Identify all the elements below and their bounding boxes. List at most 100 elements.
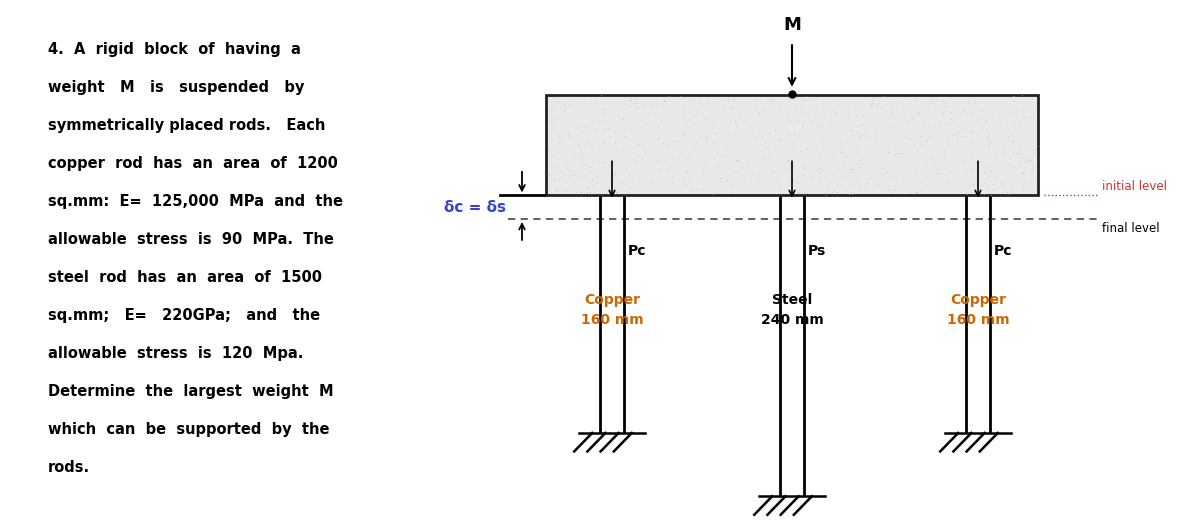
Point [780, 93, 799, 102]
Point [938, 177, 958, 185]
Point [917, 174, 936, 182]
Point [842, 165, 862, 174]
Point [727, 155, 746, 164]
Point [793, 96, 812, 105]
Point [961, 109, 980, 118]
Point [613, 145, 632, 153]
Point [796, 92, 815, 100]
Point [680, 154, 700, 163]
Point [732, 128, 751, 136]
Point [955, 107, 974, 116]
Point [628, 103, 647, 111]
Point [784, 146, 803, 154]
Point [656, 99, 676, 107]
Point [577, 189, 596, 197]
Point [554, 105, 574, 114]
Point [692, 101, 712, 109]
Point [943, 118, 962, 126]
Point [574, 173, 593, 181]
Point [856, 186, 875, 194]
Point [696, 132, 715, 140]
Point [995, 182, 1014, 191]
Point [608, 113, 628, 121]
Point [973, 121, 992, 130]
Point [935, 103, 954, 111]
Point [983, 185, 1002, 193]
Point [628, 141, 647, 149]
Point [584, 167, 604, 175]
Point [994, 144, 1013, 152]
Point [550, 139, 569, 147]
Point [788, 188, 808, 197]
Point [779, 164, 798, 172]
Point [761, 97, 780, 105]
Point [748, 183, 767, 191]
Point [673, 128, 692, 137]
Point [785, 103, 804, 112]
Point [880, 114, 899, 122]
Point [624, 128, 643, 136]
Point [838, 137, 857, 145]
Point [1006, 148, 1025, 157]
Point [1015, 156, 1034, 165]
Point [559, 126, 578, 135]
Point [626, 156, 646, 165]
Point [852, 153, 871, 161]
Point [968, 184, 988, 192]
Point [716, 143, 736, 151]
Point [605, 184, 624, 193]
Point [955, 170, 974, 178]
Point [844, 165, 863, 174]
Point [764, 168, 784, 176]
Point [882, 99, 901, 108]
Point [589, 143, 608, 152]
Point [809, 123, 828, 131]
Point [974, 168, 994, 176]
Point [541, 117, 560, 126]
Point [581, 98, 600, 107]
Point [810, 151, 829, 159]
Point [628, 95, 647, 103]
Point [752, 132, 772, 140]
Point [613, 179, 632, 187]
Text: Determine  the  largest  weight  M: Determine the largest weight M [48, 384, 334, 399]
Point [948, 136, 967, 144]
Point [738, 162, 757, 170]
Text: Ps: Ps [808, 244, 826, 258]
Point [593, 137, 612, 145]
Point [793, 171, 812, 179]
Point [845, 131, 864, 139]
Point [941, 115, 960, 124]
Point [788, 178, 808, 187]
Point [718, 176, 737, 184]
Point [841, 188, 860, 196]
Text: sq.mm;   E=   220GPa;   and   the: sq.mm; E= 220GPa; and the [48, 308, 320, 323]
Point [544, 117, 563, 125]
Point [575, 123, 594, 131]
Point [824, 186, 844, 195]
Point [928, 168, 947, 177]
Text: symmetrically placed rods.   Each: symmetrically placed rods. Each [48, 118, 325, 133]
Point [676, 122, 695, 130]
Point [870, 180, 889, 188]
Point [910, 107, 929, 116]
Point [846, 112, 865, 121]
Point [749, 110, 768, 119]
Point [848, 156, 868, 165]
Point [713, 94, 732, 102]
Point [810, 172, 829, 181]
Point [946, 128, 965, 137]
Point [1003, 137, 1022, 145]
Point [962, 165, 982, 174]
Point [712, 177, 731, 186]
Point [895, 134, 914, 142]
Text: which  can  be  supported  by  the: which can be supported by the [48, 422, 330, 437]
Point [587, 173, 606, 181]
Point [781, 116, 800, 125]
Point [962, 137, 982, 146]
Point [1022, 112, 1042, 120]
Point [984, 158, 1003, 167]
Point [641, 178, 660, 187]
Point [586, 125, 605, 133]
Point [559, 174, 578, 182]
